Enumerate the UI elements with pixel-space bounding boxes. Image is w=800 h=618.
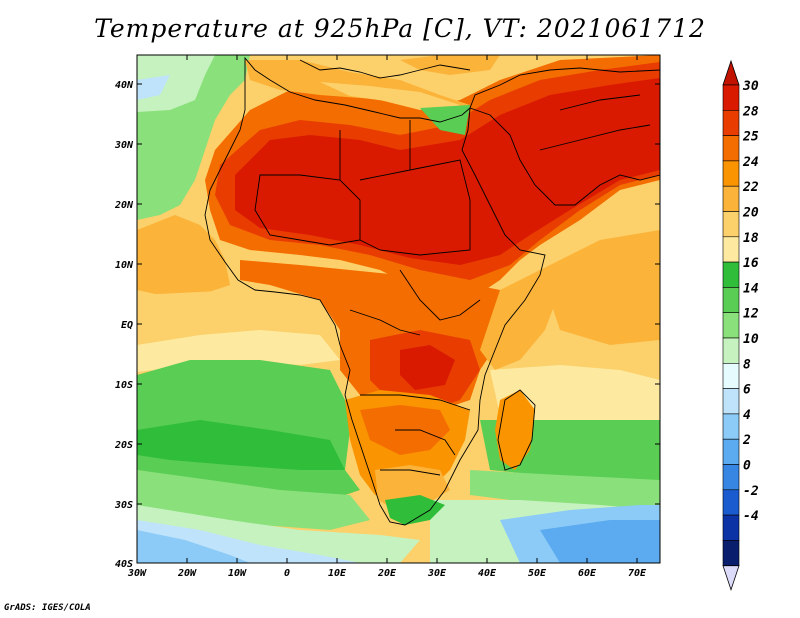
lat-tick-label: 10S — [115, 380, 133, 391]
colorbar-swatch — [722, 489, 740, 516]
temperature-field — [137, 55, 660, 563]
lon-tick-label: 10W — [228, 568, 247, 579]
colorbar-top-arrow — [722, 59, 740, 86]
lon-tick-label: 70E — [628, 568, 647, 579]
lon-tick-label: 50E — [528, 568, 547, 579]
lat-tick-label: 20S — [114, 440, 133, 451]
lon-tick-label: 20W — [177, 568, 197, 579]
lon-tick-label: 10E — [328, 568, 347, 579]
colorbar-label: 16 — [743, 256, 759, 271]
credit-text: GrADS: IGES/COLA — [4, 603, 91, 613]
colorbar-swatch — [722, 160, 740, 187]
colorbar-label: 24 — [742, 155, 759, 170]
lon-tick-label: 30E — [427, 568, 447, 579]
colorbar-swatch — [722, 211, 740, 238]
colorbar-label: 0 — [743, 459, 751, 474]
colorbar-swatch — [722, 110, 740, 136]
colorbar-label: 6 — [743, 383, 751, 398]
colorbar-swatch — [722, 464, 740, 491]
lon-tick-label: 20E — [377, 568, 397, 579]
colorbar-swatch — [722, 312, 740, 339]
colorbar-label: 2 — [742, 433, 751, 448]
colorbar-swatch — [722, 185, 740, 212]
colorbar-label: 4 — [743, 408, 751, 423]
map-title: Temperature at 925hPa [C], VT: 202106171… — [94, 14, 706, 43]
lat-tick-label: 10N — [115, 260, 134, 271]
lat-tick-label: 40N — [115, 80, 134, 91]
colorbar-swatch — [722, 540, 740, 567]
lon-tick-label: 60E — [578, 568, 597, 579]
colorbar-swatch — [722, 388, 740, 415]
plot-frame — [136, 54, 661, 564]
latitude-axis: 40N 30N 20N 10N EQ 10S 20S 30S 40S — [114, 80, 660, 570]
lat-tick-label: 30N — [114, 140, 134, 151]
colorbar-label: 12 — [743, 307, 759, 322]
colorbar-label: 28 — [742, 104, 759, 119]
lat-tick-label: 20N — [114, 200, 134, 211]
lat-tick-label: EQ — [121, 320, 133, 331]
colorbar-swatch — [722, 438, 740, 465]
colorbar-label: 14 — [743, 281, 759, 296]
lon-tick-label: 30W — [127, 568, 147, 579]
colorbar-label: 22 — [742, 180, 759, 195]
colorbar-label: 18 — [743, 231, 759, 246]
colorbar-label: -4 — [743, 509, 759, 524]
colorbar-swatch — [722, 413, 740, 440]
colorbar-bottom-arrow — [722, 565, 740, 591]
lat-tick-label: 30S — [114, 500, 133, 511]
lon-tick-label: 40E — [478, 568, 497, 579]
colorbar-swatch — [722, 236, 740, 263]
colorbar-label: -2 — [743, 484, 759, 499]
colorbar-swatch — [722, 337, 740, 364]
colorbar-label: 8 — [743, 357, 751, 372]
colorbar-swatch — [722, 287, 740, 313]
lat-tick-label: 40S — [115, 559, 133, 570]
colorbar-label: 10 — [743, 332, 759, 347]
coastlines — [204, 56, 660, 526]
colorbar-swatch — [722, 84, 740, 111]
colorbar-swatch — [722, 514, 740, 541]
colorbar-label: 20 — [742, 206, 759, 221]
lon-tick-label: 0 — [284, 568, 290, 579]
colorbar-swatch — [722, 261, 740, 288]
colorbar-swatch — [722, 362, 740, 389]
colorbar-label: 30 — [742, 79, 759, 94]
colorbar-swatch — [722, 135, 740, 162]
longitude-axis: 30W 20W 10W 0 10E 20E 30E 40E 50E 60E 70E — [127, 55, 647, 579]
colorbar-label: 25 — [742, 130, 759, 145]
